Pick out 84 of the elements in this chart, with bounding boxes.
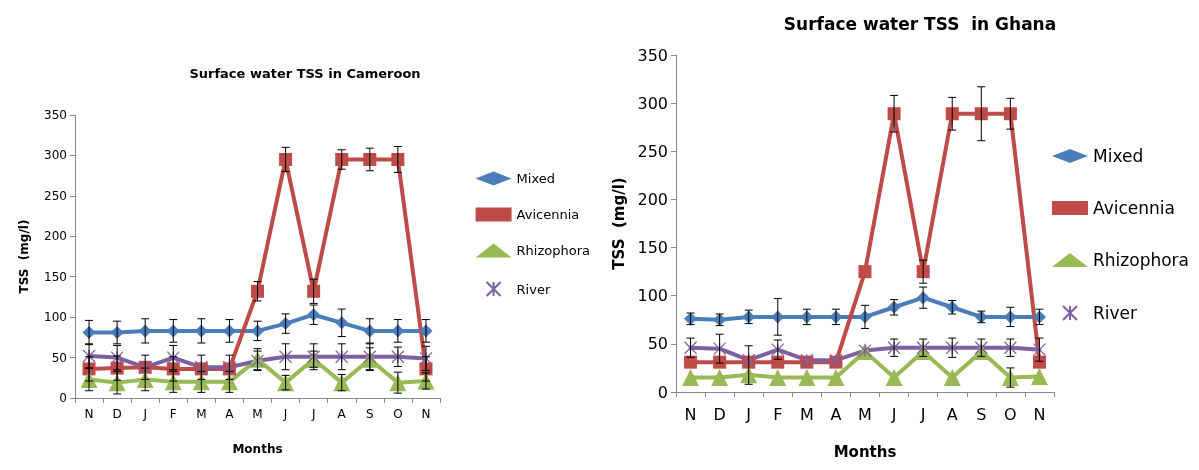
legend-label: Mixed	[1092, 146, 1144, 166]
point	[974, 107, 988, 121]
x-tick-label: A	[830, 404, 842, 424]
y-tick-label: 200	[44, 229, 67, 244]
y-tick-label: 350	[44, 108, 67, 122]
x-tick-label: J	[890, 404, 897, 424]
y-axis-title: TSS (mg/l)	[17, 219, 31, 294]
point	[279, 152, 293, 166]
point	[391, 350, 405, 364]
legend-label: Rhizophora	[516, 243, 590, 258]
point	[307, 350, 321, 364]
point	[682, 369, 700, 387]
x-tick-label: J	[310, 407, 316, 421]
point	[771, 343, 785, 357]
x-tick-label: F	[169, 407, 177, 421]
x-tick-label: M	[196, 407, 207, 421]
point	[1030, 368, 1048, 386]
point	[827, 369, 845, 387]
legend-label: Mixed	[516, 171, 555, 186]
y-tick-label: 150	[637, 238, 668, 258]
x-tick-label: F	[773, 404, 783, 424]
point	[858, 265, 872, 279]
point	[885, 369, 903, 387]
x-tick-label: D	[713, 404, 726, 424]
x-tick-label: J	[282, 407, 288, 421]
y-tick-label: 200	[637, 189, 668, 209]
y-tick-label: 150	[44, 269, 67, 284]
point	[771, 355, 785, 369]
x-tick-label: M	[799, 404, 814, 424]
y-tick-label: 300	[44, 148, 67, 163]
point	[419, 351, 433, 365]
x-tick-label: A	[946, 404, 958, 424]
point	[798, 369, 816, 387]
x-tick-label: N	[684, 404, 697, 424]
y-tick-label: 350	[637, 45, 668, 65]
x-tick-label: A	[225, 407, 235, 421]
x-tick-label: J	[142, 407, 147, 421]
x-tick-label: N	[84, 407, 94, 421]
point	[1003, 107, 1017, 121]
x-tick-label: O	[393, 407, 403, 421]
x-tick-label: J	[745, 404, 752, 424]
y-tick-label: 0	[657, 382, 668, 402]
point	[684, 355, 698, 369]
point	[1032, 355, 1046, 369]
point	[335, 152, 349, 166]
x-tick-label: A	[337, 407, 347, 421]
x-tick-label: D	[112, 407, 122, 421]
point	[110, 350, 124, 365]
legend-label: River	[1092, 303, 1138, 323]
y-axis-title: TSS (mg/l)	[610, 177, 629, 270]
x-tick-label: N	[1033, 404, 1046, 424]
legend-label: River	[516, 281, 551, 297]
y-tick-label: 50	[647, 334, 668, 354]
chart-title: Surface water TSS in Cameroon	[189, 66, 421, 81]
point	[82, 349, 96, 363]
point	[251, 284, 264, 298]
x-tick-label: S	[366, 407, 374, 421]
legend-label: Rhizophora	[1092, 250, 1190, 270]
y-tick-label: 0	[59, 391, 67, 405]
x-tick-label: S	[976, 404, 987, 424]
legend-label: Avicennia	[1092, 198, 1175, 218]
x-axis-title: Months	[232, 442, 283, 456]
x-tick-label: J	[919, 404, 926, 424]
x-axis-title: Months	[833, 442, 897, 461]
x-tick-label: O	[1004, 404, 1017, 424]
chart-title: Surface water TSS in Ghana	[783, 13, 1057, 34]
x-tick-label: M	[858, 404, 872, 424]
point	[711, 369, 729, 387]
y-tick-label: 300	[637, 93, 668, 113]
y-tick-label: 50	[51, 350, 67, 365]
point	[769, 369, 787, 387]
point	[943, 369, 961, 387]
y-tick-label: 100	[44, 310, 67, 325]
point	[916, 265, 930, 279]
legend-label: Avicennia	[516, 207, 580, 222]
point	[945, 107, 959, 121]
x-tick-label: N	[421, 407, 431, 421]
y-tick-label: 250	[44, 188, 67, 203]
y-tick-label: 250	[637, 141, 668, 161]
y-tick-label: 100	[637, 286, 668, 306]
point	[307, 284, 321, 298]
point	[363, 152, 377, 166]
point	[166, 350, 180, 365]
x-tick-label: M	[252, 407, 263, 421]
